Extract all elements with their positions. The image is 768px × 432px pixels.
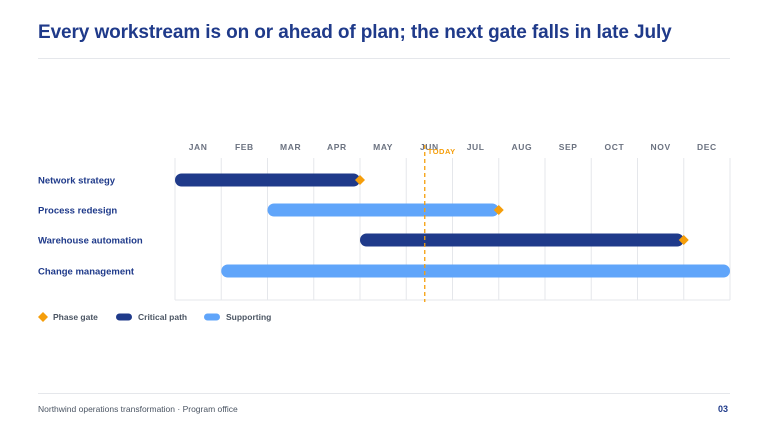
legend: Phase gate Critical path Supporting	[38, 312, 271, 322]
phase-gate-marker	[493, 205, 504, 215]
task-bar	[267, 203, 499, 217]
month-label: JUN	[420, 142, 439, 152]
month-label: MAY	[373, 142, 393, 152]
task-bar	[360, 233, 684, 247]
phase-gates	[355, 175, 689, 245]
month-label: OCT	[605, 142, 625, 152]
task-label: Warehouse automation	[38, 236, 143, 247]
task-label: Process redesign	[38, 206, 117, 217]
month-label: JAN	[189, 142, 208, 152]
month-label: NOV	[651, 142, 671, 152]
today-label: TODAY	[428, 147, 456, 156]
legend-label: Supporting	[226, 312, 271, 322]
today-marker: TODAY	[424, 145, 456, 302]
month-label: APR	[327, 142, 347, 152]
legend-bar-swatch	[204, 313, 220, 321]
legend-bar-swatch	[116, 313, 132, 321]
month-label: AUG	[512, 142, 533, 152]
gantt-bars	[175, 173, 730, 278]
title-divider	[38, 58, 730, 59]
legend-gate-swatch	[38, 312, 48, 322]
page-title: Every workstream is on or ahead of plan;…	[38, 22, 672, 43]
page-number: 03	[717, 404, 728, 414]
month-label: JUL	[467, 142, 485, 152]
month-axis: JAN FEB MAR APR MAY JUN JUL AUG SEP OCT NOV DEC	[189, 142, 717, 152]
phase-gate-marker	[355, 175, 365, 185]
task-label: Network strategy	[38, 176, 116, 187]
month-label: FEB	[235, 142, 254, 152]
phase-gate-marker	[678, 235, 689, 245]
task-label: Change management	[38, 267, 135, 278]
footer-divider	[38, 393, 730, 394]
footer-caption: Northwind operations transformation · Pr…	[38, 404, 238, 414]
legend-label: Critical path	[138, 312, 187, 322]
task-bar	[175, 173, 360, 187]
legend-label: Phase gate	[53, 312, 98, 322]
task-labels: Network strategy Process redesign Warehous…	[38, 176, 143, 278]
month-label: SEP	[559, 142, 578, 152]
month-label: MAR	[280, 142, 301, 152]
month-label: DEC	[697, 142, 717, 152]
task-bar	[221, 264, 730, 278]
